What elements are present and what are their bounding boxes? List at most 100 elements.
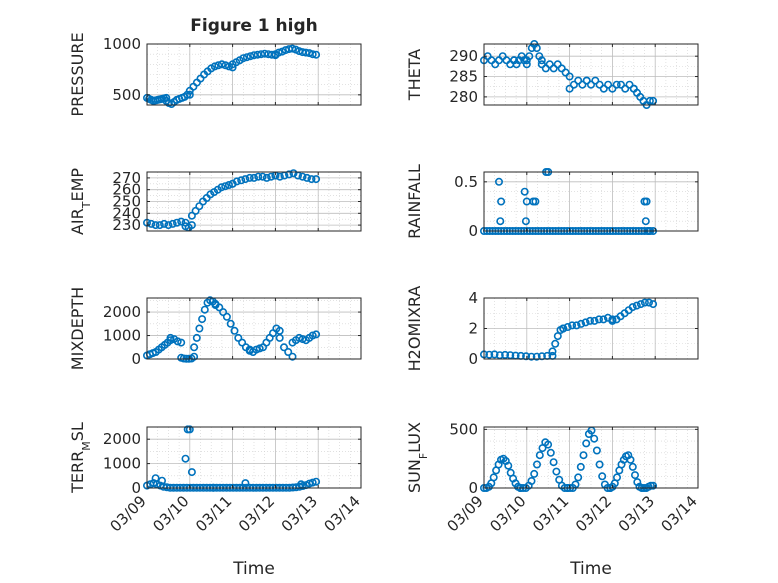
y-axis-label-part: EMP <box>68 168 87 202</box>
data-point <box>549 64 558 73</box>
y-axis-label: H2OMIXRA <box>405 286 424 372</box>
data-point <box>612 473 621 482</box>
data-point <box>307 175 316 184</box>
y-axis-label-subscript: F <box>417 453 430 459</box>
data-point <box>595 460 604 469</box>
y-tick-label: 500 <box>449 420 478 438</box>
axes-frame <box>483 171 699 232</box>
data-point <box>308 478 317 487</box>
data-point <box>551 339 560 348</box>
data-point <box>275 172 284 181</box>
y-tick-label: 1000 <box>103 327 141 345</box>
data-point <box>237 176 246 185</box>
data-point <box>258 172 267 181</box>
data-point <box>645 96 654 105</box>
data-point <box>592 446 601 455</box>
series-air_temp <box>143 169 321 232</box>
data-point <box>221 182 230 191</box>
data-point <box>535 451 544 460</box>
data-point <box>490 350 499 359</box>
y-tick-label: 4 <box>468 289 478 307</box>
data-point <box>239 54 248 63</box>
series-theta <box>479 39 658 110</box>
data-point <box>198 315 207 324</box>
data-point <box>495 351 504 360</box>
axes-pressure: 500 1000 PRESSURE Figure 1 high <box>68 16 362 117</box>
axes-rainfall: 0 0.5 RAINFALL <box>405 164 699 240</box>
data-point <box>181 454 190 463</box>
data-point <box>158 476 167 485</box>
data-point <box>590 434 599 443</box>
data-point <box>241 479 250 488</box>
data-point <box>604 80 613 89</box>
axes-frame <box>483 426 699 489</box>
data-point <box>312 477 321 486</box>
data-point <box>494 177 503 186</box>
y-axis-label-part: PRESSURE <box>68 32 87 116</box>
data-point <box>497 197 506 206</box>
data-point <box>221 61 230 70</box>
data-point <box>219 308 228 317</box>
data-point <box>552 467 561 476</box>
y-tick-label: 230 <box>112 216 141 234</box>
y-tick-label: 1000 <box>103 35 141 53</box>
axes-h2omixra: 0 2 4 H2OMIXRA <box>405 286 699 372</box>
data-point <box>577 319 586 328</box>
data-point <box>245 173 254 182</box>
y-tick-label: 0 <box>468 479 478 497</box>
y-tick-label: 0 <box>468 222 478 240</box>
data-point <box>308 50 317 59</box>
data-point <box>267 50 276 59</box>
data-point <box>553 60 562 69</box>
data-point <box>234 333 243 342</box>
data-point <box>520 187 529 196</box>
data-point <box>279 343 288 352</box>
data-point <box>522 60 531 69</box>
data-point <box>576 462 585 471</box>
axes-frame <box>483 43 699 106</box>
data-point <box>636 300 645 309</box>
y-tick-label: 2 <box>468 320 478 338</box>
data-point <box>190 352 199 361</box>
data-point <box>532 352 541 361</box>
data-point <box>250 51 259 60</box>
data-point <box>572 321 581 330</box>
y-axis-label-part: RAINFALL <box>405 164 424 239</box>
data-point <box>527 476 536 485</box>
axes-frame <box>146 297 362 360</box>
data-point <box>545 60 554 69</box>
data-point <box>579 451 588 460</box>
axes-mixdepth: 0 1000 2000 MIXDEPTH <box>68 287 362 370</box>
y-tick-label: 240 <box>112 204 141 222</box>
axes-frame <box>146 426 362 489</box>
data-point <box>312 50 321 59</box>
data-point <box>195 324 204 333</box>
data-point <box>628 462 637 471</box>
y-axis-label-part: SL <box>68 422 87 441</box>
data-point <box>557 64 566 73</box>
chart-title: Figure 1 high <box>190 16 318 36</box>
data-point <box>302 173 311 182</box>
data-point <box>532 460 541 469</box>
data-point <box>527 352 536 361</box>
data-point <box>642 197 651 206</box>
data-point <box>501 350 510 359</box>
data-point <box>254 172 263 181</box>
y-tick-label: 250 <box>112 193 141 211</box>
y-tick-label: 290 <box>449 47 478 65</box>
data-point <box>626 455 635 464</box>
y-tick-label: 2000 <box>103 430 141 448</box>
data-point <box>230 326 239 335</box>
data-point <box>632 301 641 310</box>
data-point <box>284 170 293 179</box>
data-point <box>621 84 630 93</box>
data-point <box>586 80 595 89</box>
data-point <box>151 474 160 483</box>
data-point <box>275 333 284 342</box>
data-point <box>628 303 637 312</box>
y-tick-label: 280 <box>449 88 478 106</box>
data-point <box>590 316 599 325</box>
data-point <box>250 173 259 182</box>
data-point <box>561 68 570 77</box>
